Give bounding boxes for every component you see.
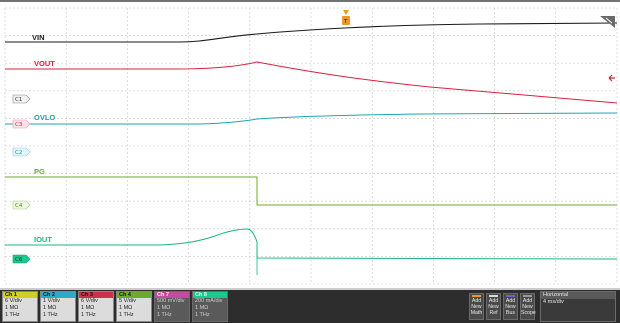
channel-scale: 200 mA/div [195, 298, 223, 304]
vout-label: VOUT [34, 59, 55, 68]
c6-marker-text: C6 [15, 257, 23, 263]
iout-trace [5, 228, 618, 260]
button-label-l1: Add [488, 298, 499, 304]
horizontal-scale: 4 ms/div [543, 299, 564, 305]
channel-name: Ch 4 [117, 292, 151, 298]
c2-marker-shape [12, 147, 31, 157]
add-new-math-button[interactable]: Add New Math [469, 293, 484, 320]
channel-impedance: 1 MΩ [5, 305, 19, 311]
channel-box-ch-7[interactable]: Ch 7 500 mV/div 1 MΩ 1 THz [154, 291, 190, 322]
channel-name: Ch 7 [155, 292, 189, 298]
horizontal-settings-box[interactable]: Horizontal 4 ms/div [540, 291, 616, 322]
vout-offscreen-arrow-icon [608, 74, 615, 82]
button-color-bar [472, 295, 481, 297]
graticule [4, 7, 618, 285]
channel-impedance: 1 MΩ [81, 305, 95, 311]
c1-marker-text: C1 [15, 97, 22, 103]
add-new-scope-button[interactable]: Add New Scope [520, 293, 536, 320]
button-label-l2: New [471, 304, 482, 311]
button-color-bar [523, 295, 532, 297]
button-label-l1: Add [471, 298, 482, 304]
button-color-bar [506, 295, 515, 297]
button-label-l2: New [522, 304, 533, 311]
channel-scale: 5 V/div [119, 298, 136, 304]
channel-impedance: 1 MΩ [119, 305, 133, 311]
channel-scale: 500 mV/div [157, 298, 185, 304]
vout-trace [5, 61, 618, 104]
channel-scale: 1 V/div [43, 298, 60, 304]
ovlo-trace [5, 112, 618, 125]
c2-marker[interactable]: C2 [12, 147, 31, 157]
trigger-marker[interactable]: T [342, 16, 350, 25]
iout-label: IOUT [34, 235, 52, 244]
waveform-display[interactable]: VIN VOUT OVLO PG IOUT C1 C3 C2 C4 C6 T [0, 0, 620, 290]
c1-marker[interactable]: C1 [12, 94, 31, 104]
pg-trace [5, 176, 617, 206]
button-label-l1: Add [505, 298, 516, 304]
trigger-marker-text: T [343, 19, 348, 25]
channel-name: Ch 3 [79, 292, 113, 298]
vin-trace [5, 22, 618, 43]
vin-label: VIN [32, 33, 45, 42]
channel-name: Ch 8 [193, 292, 227, 298]
c3-marker-shape [12, 119, 31, 129]
channel-impedance: 1 MΩ [195, 305, 209, 311]
channel-bw: 1 THz [195, 312, 210, 318]
channel-name: Ch 2 [41, 292, 75, 298]
c6-marker-shape [12, 254, 31, 264]
ovlo-label: OVLO [34, 113, 55, 122]
button-color-bar [489, 295, 498, 297]
channel-bw: 1 THz [43, 312, 58, 318]
c4-marker-shape [12, 200, 31, 210]
add-new-bus-button[interactable]: Add New Bus [503, 293, 518, 320]
button-label-l1: Add [522, 298, 533, 304]
button-label-l2: New [505, 304, 516, 311]
channel-bw: 1 THz [119, 312, 134, 318]
c2-marker-text: C2 [15, 150, 22, 156]
button-label-l3: Bus [506, 310, 515, 317]
channel-impedance: 1 MΩ [157, 305, 171, 311]
channel-bw: 1 THz [5, 312, 20, 318]
channel-scale: 6 V/div [81, 298, 98, 304]
channel-impedance: 1 MΩ [43, 305, 57, 311]
button-label-l3: Scope [521, 310, 536, 317]
channel-bw: 1 THz [157, 312, 172, 318]
zoom-corner-icon[interactable] [600, 16, 615, 28]
button-label-l3: Ref [489, 310, 498, 317]
pg-label: PG [34, 167, 45, 176]
horizontal-title: Horizontal [541, 292, 615, 299]
channel-bw: 1 THz [81, 312, 96, 318]
button-label-l3: Math [470, 310, 483, 317]
c3-marker[interactable]: C3 [12, 119, 31, 129]
trigger-position-icon [343, 10, 349, 15]
c4-marker-text: C4 [15, 203, 23, 209]
channel-box-ch-8[interactable]: Ch 8 200 mA/div 1 MΩ 1 THz [192, 291, 228, 322]
plot-background [0, 0, 620, 290]
button-label-l2: New [488, 304, 499, 311]
c6-marker[interactable]: C6 [12, 254, 31, 264]
trigger-marker-shape [342, 16, 350, 25]
zoom-corner-shape [600, 16, 615, 28]
channel-name: Ch 1 [3, 292, 37, 298]
c1-marker-shape [12, 94, 31, 104]
channel-scale: 6 V/div [5, 298, 22, 304]
add-new-ref-button[interactable]: Add New Ref [486, 293, 501, 320]
c4-marker[interactable]: C4 [12, 200, 31, 210]
c3-marker-text: C3 [15, 122, 23, 128]
zoom-corner-glyph [605, 17, 613, 24]
